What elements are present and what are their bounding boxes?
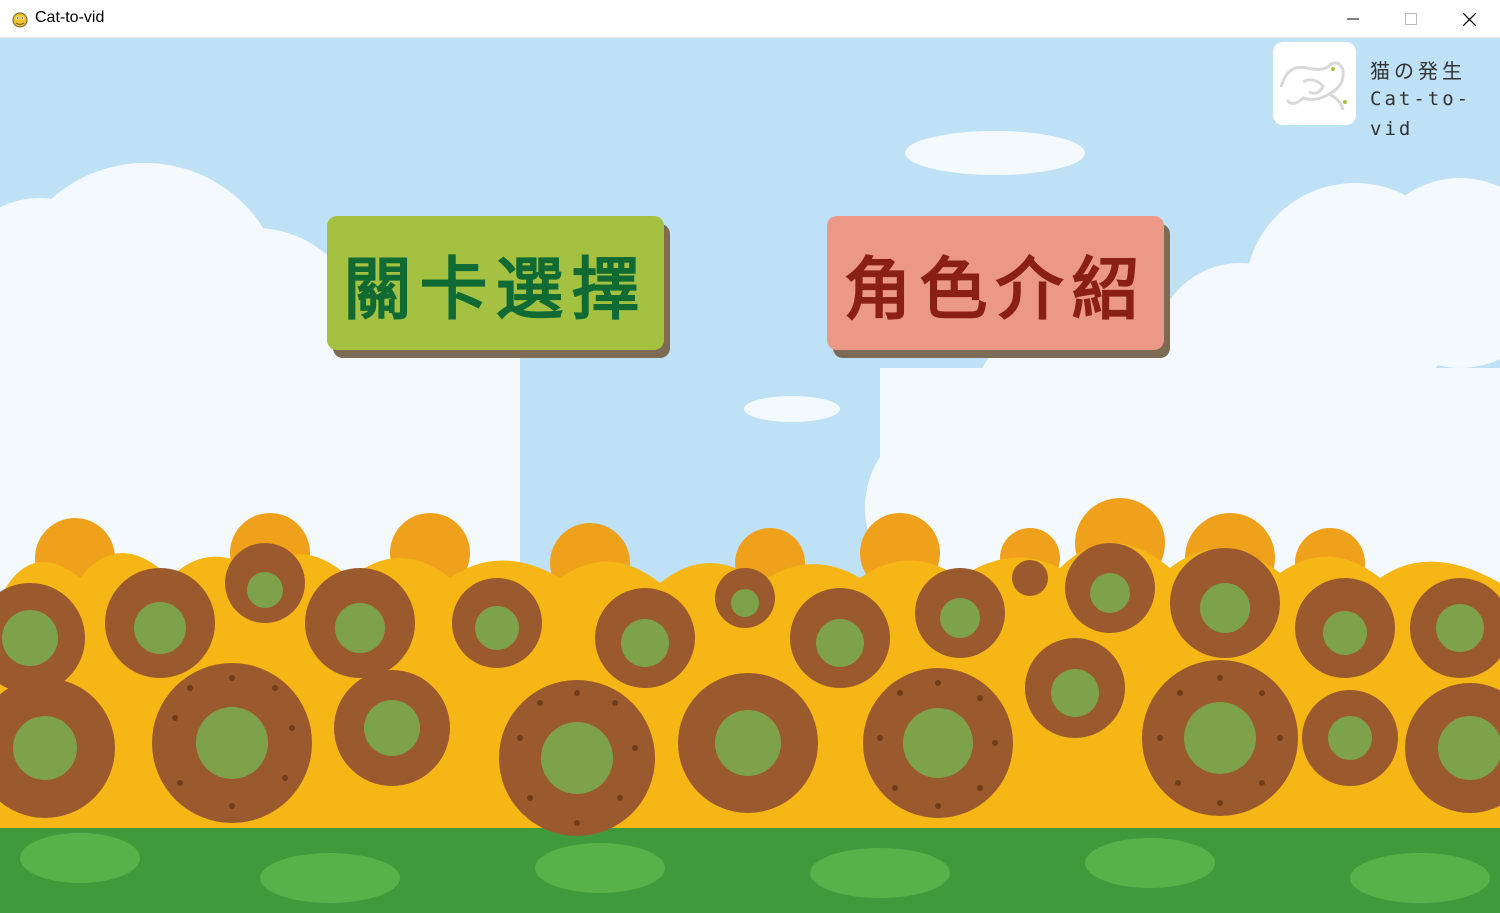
maximize-button[interactable] — [1382, 0, 1440, 38]
character-intro-button[interactable]: 角色介紹 — [827, 216, 1164, 350]
maximize-icon — [1405, 13, 1417, 25]
close-icon — [1462, 12, 1476, 26]
close-button[interactable] — [1440, 0, 1498, 38]
app-icon — [12, 12, 28, 28]
sunflower-field-background — [0, 38, 1500, 913]
window-title: Cat-to-vid — [35, 9, 105, 26]
window-titlebar: Cat-to-vid — [0, 0, 1500, 38]
middle-row-flowers — [0, 543, 1500, 738]
front-row-flowers — [0, 660, 1500, 836]
logo-title-en: Cat-to-vid — [1370, 88, 1472, 140]
minimize-button[interactable] — [1324, 0, 1382, 38]
logo-card — [1273, 42, 1356, 125]
cat-logo-icon — [1279, 61, 1347, 111]
stage-select-label: 關卡選擇 — [343, 250, 648, 330]
logo-title-jp: 猫の発生 — [1370, 59, 1466, 83]
minimize-icon — [1347, 18, 1359, 20]
stage-select-button[interactable]: 關卡選擇 — [327, 216, 664, 350]
logo-text: 猫の発生 Cat-to-vid — [1370, 58, 1500, 144]
clouds — [0, 131, 1500, 603]
game-canvas[interactable]: 關卡選擇 角色介紹 猫の発生 Cat-to-vid — [0, 38, 1500, 913]
character-intro-label: 角色介紹 — [843, 250, 1148, 330]
